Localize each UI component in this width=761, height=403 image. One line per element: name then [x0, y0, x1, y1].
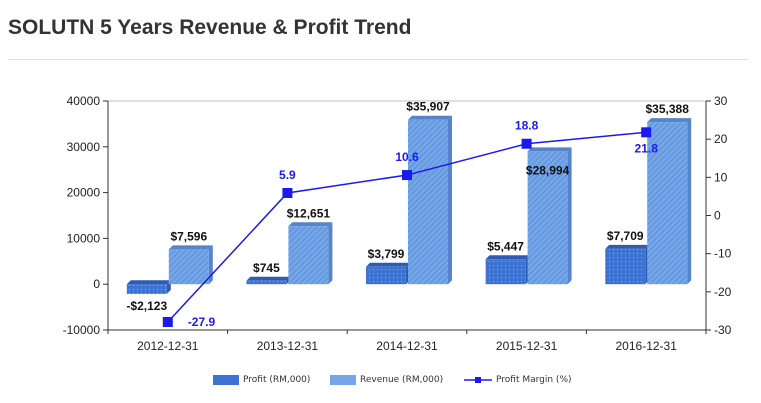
- revenue-bar: [288, 226, 329, 285]
- revenue-bar-side: [687, 118, 692, 285]
- profit-margin-point: [521, 138, 532, 149]
- profit-bar-top: [485, 255, 530, 260]
- margin-data-label: 5.9: [279, 168, 296, 182]
- y-left-tick-label: 20000: [67, 186, 101, 200]
- revenue-bar-top: [647, 118, 692, 123]
- revenue-bar-top: [527, 147, 572, 152]
- profit-bar: [366, 266, 406, 285]
- revenue-data-label: $7,596: [170, 229, 207, 243]
- legend-swatch-profit: [213, 375, 239, 385]
- profit-bar: [126, 284, 167, 294]
- profit-data-label: -$2,123: [126, 299, 167, 313]
- y-left-tick-label: 10000: [67, 231, 101, 245]
- profit-bar: [605, 248, 646, 285]
- revenue-data-label: $35,388: [646, 102, 690, 116]
- legend-swatch-margin: [464, 377, 492, 383]
- revenue-bar: [527, 151, 568, 285]
- y-right-tick-label: 20: [714, 132, 728, 146]
- x-tick-label: 2015-12-31: [496, 339, 558, 353]
- revenue-bar: [408, 119, 448, 285]
- legend-label-margin: Profit Margin (%): [496, 375, 572, 385]
- y-right-tick-label: -30: [714, 323, 732, 337]
- profit-data-label: $7,709: [607, 229, 644, 243]
- profit-bar-top: [126, 280, 171, 285]
- y-right-tick-label: 30: [714, 94, 728, 108]
- y-left-tick-label: 30000: [67, 140, 101, 154]
- revenue-data-label: $35,907: [406, 100, 450, 114]
- profit-data-label: $3,799: [368, 247, 405, 261]
- profit-bar-top: [366, 262, 410, 267]
- legend-label-profit: Profit (RM,000): [243, 375, 311, 385]
- revenue-profit-chart: -10000 0 10000 20000 30000 40000 -30 -20 -10 0 10 2…: [63, 94, 732, 353]
- revenue-bar-top: [168, 245, 213, 250]
- title-divider: [8, 59, 748, 60]
- revenue-bar-top: [408, 115, 452, 120]
- revenue-data-label: $12,651: [287, 206, 331, 220]
- profit-margin-point: [162, 316, 173, 327]
- profit-data-label: $745: [253, 261, 280, 275]
- legend: Profit (RM,000) Revenue (RM,000) Profit …: [0, 375, 761, 391]
- page-title: SOLUTN 5 Years Revenue & Profit Trend: [8, 16, 412, 39]
- profit-margin-point: [641, 127, 652, 138]
- margin-data-label: 18.8: [515, 119, 539, 133]
- legend-item-margin: Profit Margin (%): [464, 375, 572, 385]
- y-left-tick-label: 0: [93, 277, 100, 291]
- revenue-data-label: $28,994: [526, 163, 570, 177]
- x-tick-label: 2016-12-31: [616, 339, 678, 353]
- legend-item-profit: Profit (RM,000): [213, 375, 310, 385]
- profit-bar: [485, 259, 526, 285]
- x-tick-label: 2012-12-31: [137, 339, 199, 353]
- y-right-tick-label: 10: [714, 170, 728, 184]
- profit-margin-point: [402, 170, 412, 181]
- revenue-bar-side: [328, 222, 333, 285]
- revenue-bar: [168, 249, 209, 285]
- y-left-tick-label: -10000: [63, 323, 101, 337]
- legend-label-revenue: Revenue (RM,000): [360, 375, 444, 385]
- x-tick-label: 2014-12-31: [376, 339, 438, 353]
- revenue-bar: [647, 122, 688, 285]
- revenue-bar-side: [448, 115, 452, 285]
- revenue-bar-top: [288, 222, 333, 227]
- y-right-tick-label: -10: [714, 247, 732, 261]
- y-left-tick-label: 40000: [67, 94, 101, 108]
- legend-item-revenue: Revenue (RM,000): [330, 375, 443, 385]
- legend-swatch-revenue: [330, 375, 356, 385]
- revenue-bar-side: [208, 245, 213, 285]
- margin-data-label: 10.6: [395, 150, 419, 164]
- profit-data-label: $5,447: [487, 239, 524, 253]
- revenue-bar-side: [567, 147, 572, 285]
- margin-data-label: -27.9: [188, 315, 216, 329]
- profit-bar-top: [246, 276, 291, 281]
- y-right-tick-label: -20: [714, 285, 732, 299]
- profit-bar-top: [605, 244, 650, 249]
- x-tick-label: 2013-12-31: [257, 339, 319, 353]
- margin-data-label: 21.8: [635, 141, 659, 155]
- profit-bar: [246, 280, 287, 285]
- y-right-tick-label: 0: [714, 209, 721, 223]
- profit-margin-point: [282, 187, 293, 198]
